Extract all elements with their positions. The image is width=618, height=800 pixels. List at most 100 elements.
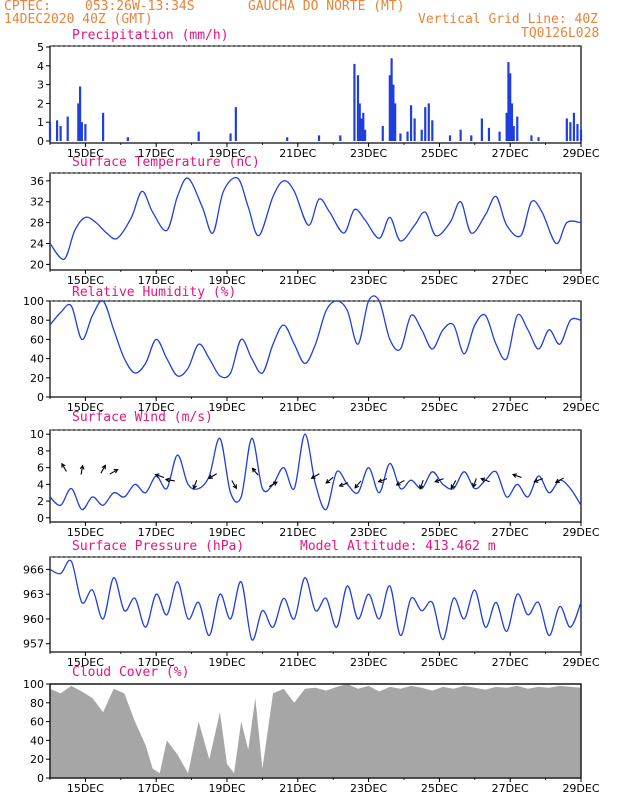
panel5-ytick-label: 80 (30, 697, 44, 710)
precip-bar (516, 116, 519, 141)
wind-arrow (354, 480, 362, 489)
panel5-ytick-label: 100 (23, 678, 44, 691)
precip-bar (427, 103, 430, 141)
wind-arrow (109, 468, 119, 475)
wind-arrow (325, 476, 334, 484)
wind-arrow (533, 478, 543, 483)
precip-bar (286, 137, 289, 141)
panel5-xtick-label: 21DEC (279, 782, 316, 795)
panel5-xtick-label: 23DEC (350, 782, 387, 795)
panel5-xtick-label: 17DEC (138, 782, 175, 795)
precip-bar (510, 103, 514, 141)
panel2-xtick-label: 15DEC (67, 401, 104, 414)
precip-bar (424, 107, 427, 141)
precip-bar (78, 86, 82, 141)
precip-bar (317, 135, 321, 141)
panel1-ytick-label: 32 (30, 196, 44, 209)
temp-title: Surface Temperature (nC) (72, 155, 260, 170)
precip-bar (576, 124, 579, 141)
panel5-xtick-label: 25DEC (421, 782, 458, 795)
precip-bar (102, 112, 105, 141)
precip-title: Precipitation (mm/h) (72, 28, 229, 43)
panel4-series-line (49, 559, 582, 641)
panel2-ytick-label: 20 (30, 372, 44, 385)
panel2-xtick-label: 17DEC (138, 401, 175, 414)
precip-bar (413, 118, 416, 141)
precip-bar (572, 112, 576, 141)
panel1-ytick-label: 28 (30, 217, 44, 230)
panel0-xtick-label: 21DEC (279, 147, 316, 160)
panel2-xtick-label: 29DEC (562, 401, 599, 414)
panel5-xtick-label: 27DEC (492, 782, 529, 795)
header-code: TQ0126L028 (521, 26, 600, 41)
panel1-ytick-label: 20 (30, 258, 44, 271)
panel3-xtick-label: 19DEC (208, 526, 245, 539)
precip-bar (356, 75, 360, 141)
wind-arrow (164, 477, 175, 483)
wind-arrow (338, 482, 349, 488)
panel1-ytick-label: 24 (30, 238, 44, 251)
panel4-xtick-label: 17DEC (138, 656, 175, 669)
wind-title: Surface Wind (m/s) (72, 410, 213, 425)
panel1-xtick-label: 17DEC (138, 274, 175, 287)
precip-bar (470, 135, 473, 141)
panel0-xtick-label: 19DEC (208, 147, 245, 160)
panel5-xtick-label: 15DEC (67, 782, 104, 795)
panel0-ytick-label: 1 (37, 116, 44, 129)
panel5-ytick-label: 20 (30, 753, 44, 766)
precip-bar (565, 118, 568, 141)
panel2-xtick-label: 21DEC (279, 401, 316, 414)
precip-bar (360, 118, 363, 141)
precip-bar (388, 75, 391, 141)
panel2-ytick-label: 100 (23, 295, 44, 308)
precip-bar (487, 127, 491, 141)
precip-bar (392, 84, 395, 141)
panel1-xtick-label: 19DEC (208, 274, 245, 287)
precip-bar (530, 135, 533, 141)
panel3-xtick-label: 25DEC (421, 526, 458, 539)
panel5-frame-top (49, 683, 582, 779)
precip-bar (569, 122, 572, 141)
panel3-ytick-label: 8 (37, 445, 44, 458)
wind-arrow (554, 477, 564, 484)
precip-bar (480, 118, 483, 141)
panel3-xtick-label: 23DEC (350, 526, 387, 539)
precip-bar (80, 122, 83, 141)
panel0-xtick-label: 15DEC (67, 147, 104, 160)
wind-arrow (377, 478, 388, 483)
precip-bar (234, 107, 237, 141)
panel3-ytick-label: 0 (37, 512, 44, 525)
panel4-xtick-label: 27DEC (492, 656, 529, 669)
panel1-xtick-label: 27DEC (492, 274, 529, 287)
panel3-series-line (49, 433, 582, 511)
precip-bar (512, 125, 515, 141)
wind-arrow (450, 480, 457, 490)
precip-bar (126, 137, 129, 141)
panel1-xtick-label: 29DEC (562, 274, 599, 287)
panel3-xtick-label: 17DEC (138, 526, 175, 539)
header-source: CPTEC: (4, 0, 51, 14)
panel5-ytick-label: 0 (37, 772, 44, 785)
panel0-ytick-label: 0 (37, 135, 44, 148)
precip-bar (197, 131, 200, 141)
precip-bar (381, 125, 384, 141)
panel2-xtick-label: 25DEC (421, 401, 458, 414)
panel0-xtick-label: 27DEC (492, 147, 529, 160)
panel4-xtick-label: 23DEC (350, 656, 387, 669)
precip-bar (59, 125, 62, 141)
panel2-frame (49, 300, 582, 398)
precip-bar (406, 131, 409, 141)
panel3-xtick-label: 15DEC (67, 526, 104, 539)
precip-bar (507, 62, 510, 141)
panel3-xtick-label: 29DEC (562, 526, 599, 539)
panel1-series-line (49, 177, 582, 260)
panel3-ytick-label: 4 (37, 478, 44, 491)
precip-bar (66, 116, 69, 141)
panel4-ytick-label: 966 (23, 563, 44, 576)
wind-arrow (100, 464, 106, 474)
precip-bar (448, 135, 452, 141)
panel0-ytick-label: 2 (37, 97, 44, 110)
precip-bar (399, 133, 402, 141)
wind-arrow (480, 477, 490, 483)
precip-bar (84, 124, 87, 141)
